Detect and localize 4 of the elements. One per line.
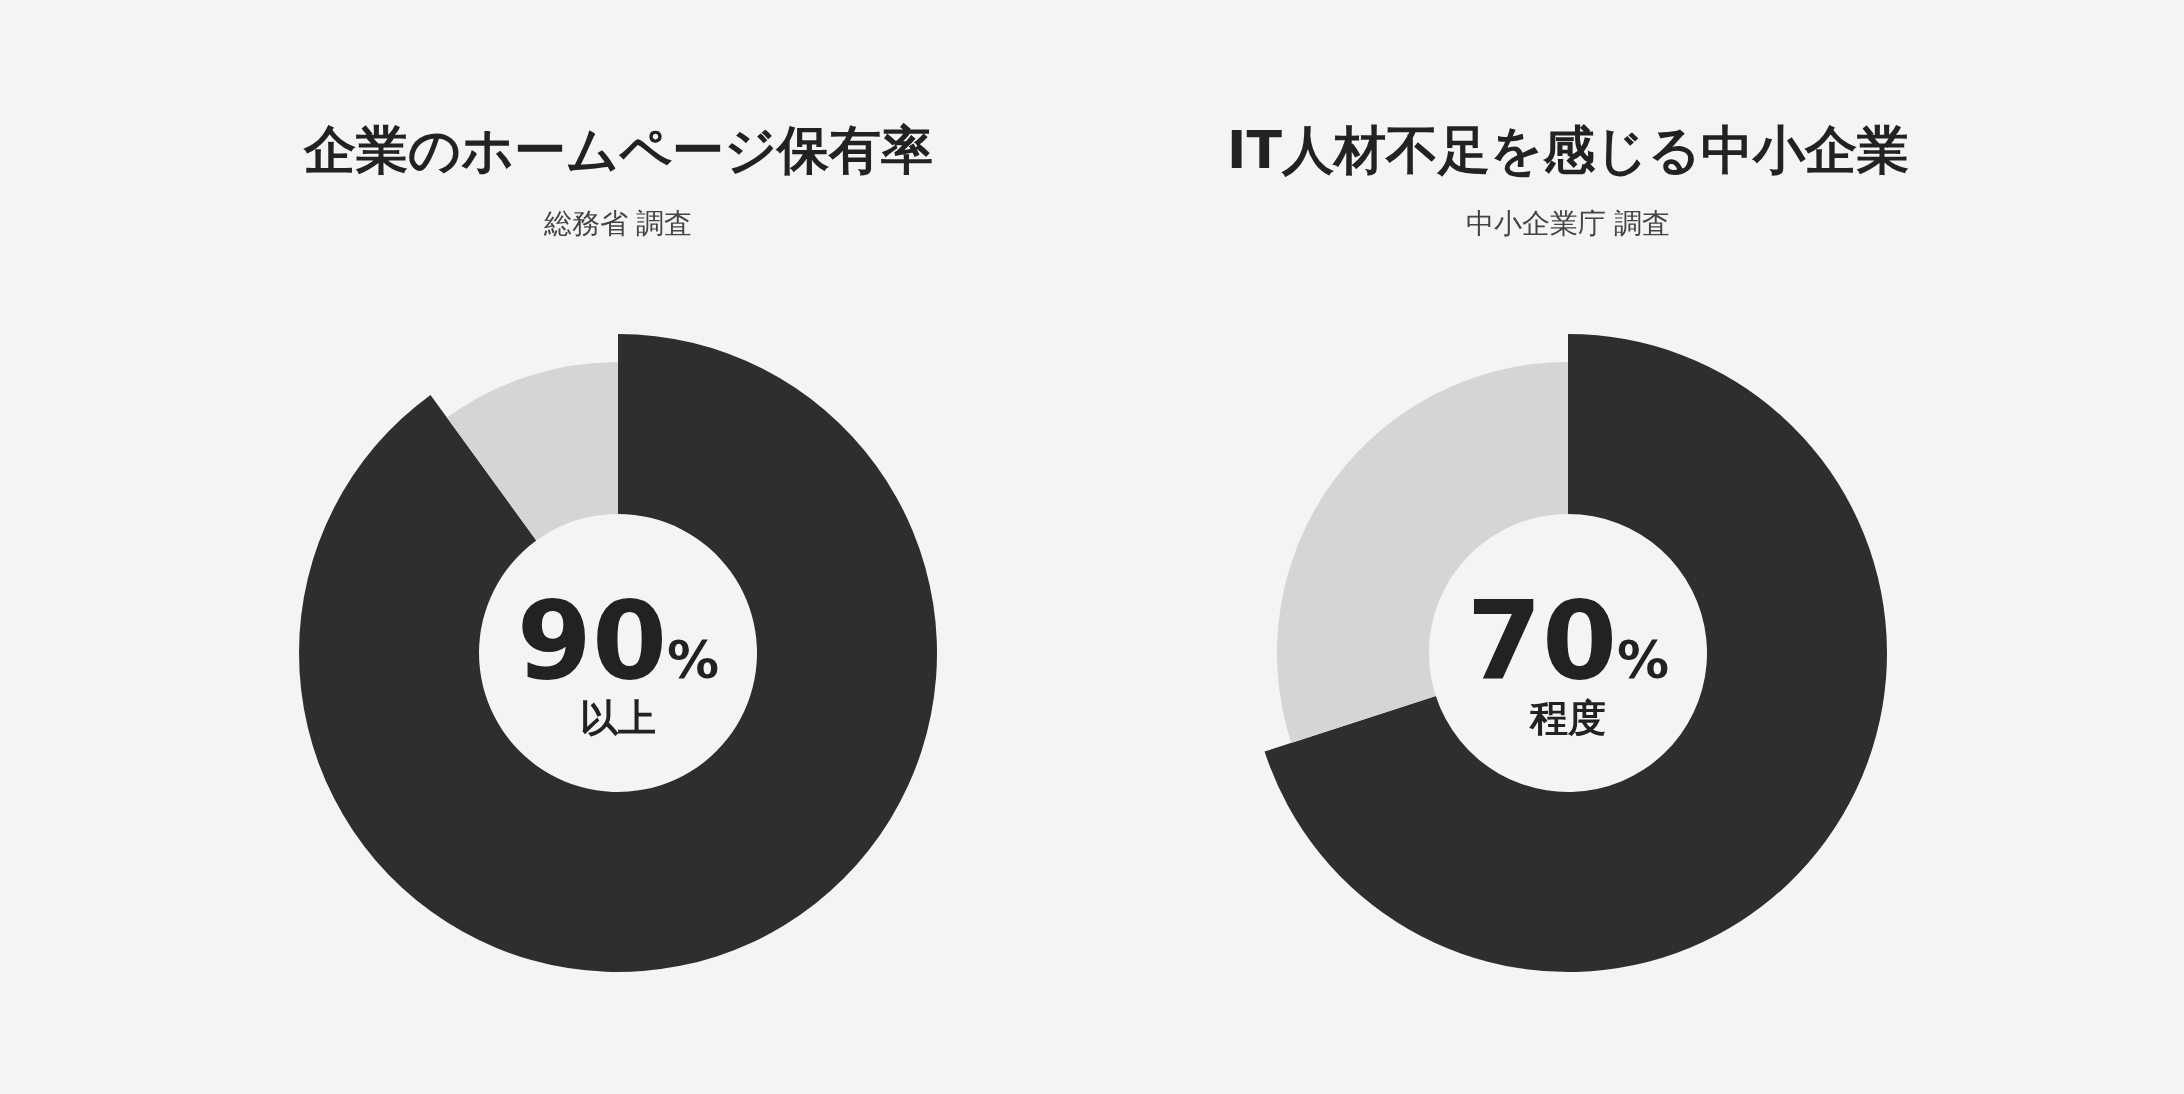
- chart-title: IT人材不足を感じる中小企業: [1227, 120, 1909, 180]
- chart-subtitle: 総務省 調査: [542, 207, 693, 240]
- chart-subtitle: 中小企業庁 調査: [1465, 207, 1671, 240]
- chart-title: 企業のホームページ保有率: [302, 120, 933, 180]
